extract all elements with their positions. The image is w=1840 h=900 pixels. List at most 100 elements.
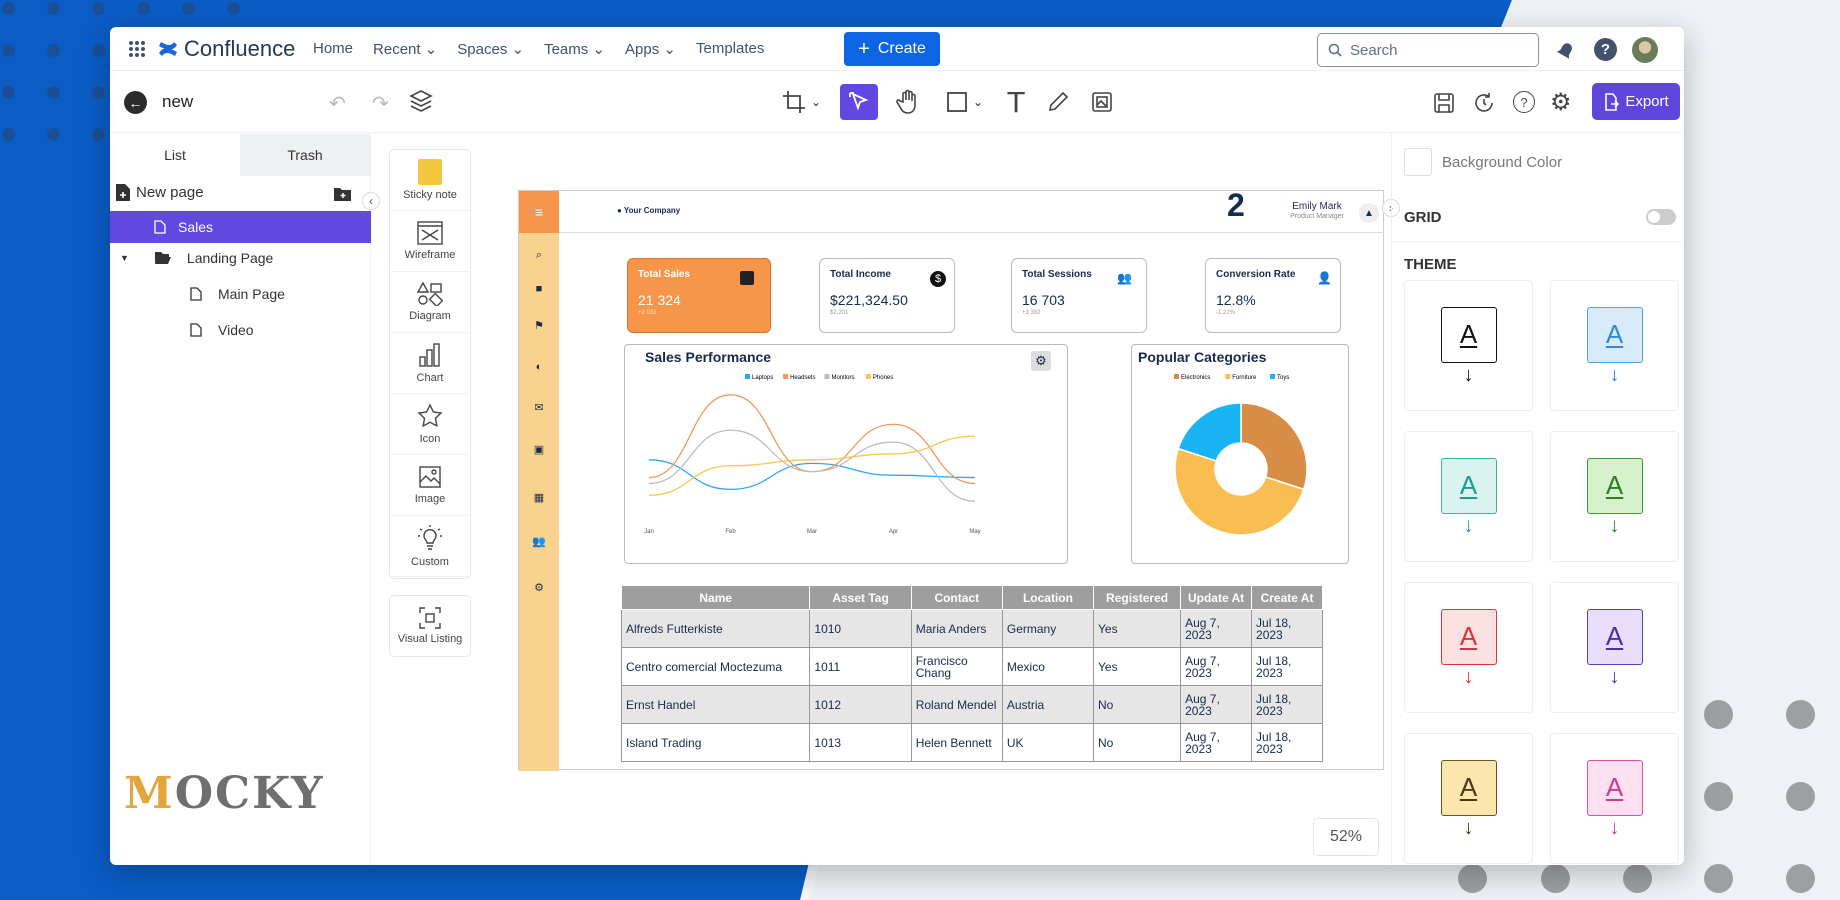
avatar[interactable] bbox=[1632, 37, 1658, 63]
table-cell: Aug 7, 2023 bbox=[1180, 609, 1253, 648]
arrow-down-icon: ↓ bbox=[1463, 514, 1474, 537]
nav-teams[interactable]: Teams ⌄ bbox=[544, 41, 606, 58]
nav-spaces[interactable]: Spaces ⌄ bbox=[457, 41, 525, 58]
nav-home[interactable]: Home bbox=[313, 40, 354, 57]
mock-search-icon[interactable]: ⌕ bbox=[535, 249, 543, 261]
decor-dot bbox=[1704, 700, 1733, 729]
new-folder-icon[interactable] bbox=[334, 187, 351, 201]
palette-visual-listing[interactable]: Visual Listing bbox=[390, 596, 470, 656]
series-line bbox=[648, 459, 976, 491]
create-button[interactable]: + Create bbox=[844, 32, 940, 66]
save-icon[interactable] bbox=[1432, 91, 1456, 115]
crop-tool[interactable]: ⌄ bbox=[773, 84, 829, 120]
arrow-down-icon: ↓ bbox=[1609, 363, 1620, 386]
export-button[interactable]: Export bbox=[1592, 83, 1680, 120]
tab-list[interactable]: List bbox=[110, 134, 240, 176]
mock-home-icon[interactable]: ■ bbox=[535, 283, 543, 295]
column-header[interactable]: Asset Tag bbox=[809, 585, 912, 610]
diagram-icon bbox=[417, 282, 443, 306]
mock-settings-icon[interactable]: ⚙ bbox=[534, 582, 544, 594]
tree-item-landing-page[interactable]: ▼ Landing Page bbox=[120, 250, 274, 266]
column-header[interactable]: Update At bbox=[1180, 585, 1253, 610]
collapse-panel-icon[interactable]: ‹ bbox=[362, 192, 380, 210]
page-title[interactable]: new bbox=[162, 92, 194, 111]
new-page-row[interactable]: New page bbox=[116, 184, 204, 201]
mock-flag-icon[interactable]: ⚑ bbox=[534, 320, 544, 332]
theme-option[interactable]: A ↓ bbox=[1404, 733, 1533, 864]
palette-icon[interactable]: Icon bbox=[390, 394, 470, 455]
media-tool[interactable] bbox=[1084, 84, 1120, 120]
tree-item-main-page[interactable]: Main Page bbox=[190, 286, 285, 302]
color-swatch[interactable] bbox=[1404, 148, 1432, 176]
nav-apps[interactable]: Apps ⌄ bbox=[625, 41, 676, 58]
grid-toggle[interactable] bbox=[1646, 209, 1676, 225]
select-tool[interactable] bbox=[840, 84, 878, 120]
zoom-level[interactable]: 52% bbox=[1313, 818, 1379, 856]
mock-calendar-icon[interactable]: ▦ bbox=[533, 492, 545, 504]
table-row[interactable]: Ernst Handel 1012 Roland Mendel Austria No Au… bbox=[620, 685, 1323, 724]
decor-dot bbox=[92, 2, 105, 15]
theme-option[interactable]: A ↓ bbox=[1550, 431, 1679, 562]
x-tick-label: Feb bbox=[725, 529, 736, 535]
confluence-logo-icon[interactable] bbox=[157, 39, 179, 59]
column-header[interactable]: Registered bbox=[1093, 585, 1182, 610]
column-header[interactable]: Name bbox=[620, 585, 811, 610]
chevron-down-icon: ⌄ bbox=[972, 95, 984, 109]
column-header[interactable]: Location bbox=[1001, 585, 1095, 610]
mock-avatar[interactable]: ▲ bbox=[1359, 203, 1379, 223]
table-body: Alfreds Futterkiste 1010 Maria Anders Germa… bbox=[620, 609, 1323, 762]
nav-templates[interactable]: Templates bbox=[695, 40, 765, 57]
palette-image[interactable]: Image bbox=[390, 455, 470, 516]
tab-trash[interactable]: Trash bbox=[240, 134, 370, 176]
palette-diagram[interactable]: Diagram bbox=[390, 272, 470, 333]
pan-tool[interactable] bbox=[890, 84, 926, 120]
decor-dot bbox=[1786, 782, 1815, 811]
mock-menu-button[interactable]: ≡ bbox=[519, 191, 559, 233]
notifications-icon[interactable] bbox=[1555, 39, 1577, 61]
column-header[interactable]: Contact bbox=[910, 585, 1003, 610]
mock-team-icon[interactable]: 👥 bbox=[532, 536, 546, 548]
table-row[interactable]: Centro comercial Moctezuma 1011 Francisco … bbox=[620, 647, 1323, 686]
table-row[interactable]: Alfreds Futterkiste 1010 Maria Anders Germa… bbox=[620, 609, 1323, 648]
app-name[interactable]: Confluence bbox=[184, 36, 296, 61]
redo-icon[interactable]: ↷ bbox=[372, 93, 389, 115]
canvas-artboard[interactable]: ≡ ⌕ ■ ⚑ ◐ ✉ ▣ ▦ 👥 ⚙ ● Your Company 2 Emily Mark … bbox=[518, 187, 1384, 771]
palette-custom[interactable]: Custom bbox=[390, 516, 470, 577]
draw-tool[interactable] bbox=[1040, 84, 1076, 120]
mock-notification-icon[interactable]: 2 bbox=[1227, 187, 1245, 223]
left-panel: List Trash New page Sales ▼ Landing Page… bbox=[110, 134, 380, 865]
theme-option[interactable]: A ↓ bbox=[1550, 280, 1679, 411]
nav-recent[interactable]: Recent ⌄ bbox=[373, 41, 438, 58]
history-icon[interactable] bbox=[1472, 91, 1496, 115]
table-row[interactable]: Island Trading 1013 Helen Bennett UK No Aug 7… bbox=[620, 723, 1323, 762]
undo-icon[interactable]: ↶ bbox=[329, 93, 346, 115]
layers-icon[interactable] bbox=[408, 88, 434, 114]
palette-wireframe[interactable]: Wireframe bbox=[390, 211, 470, 272]
theme-option[interactable]: A ↓ bbox=[1404, 582, 1533, 713]
shape-tool[interactable]: ⌄ bbox=[938, 84, 990, 120]
help-circle-icon[interactable]: ? bbox=[1513, 91, 1535, 113]
settings-icon[interactable]: ⚙ bbox=[1550, 89, 1572, 116]
palette-chart[interactable]: Chart bbox=[390, 333, 470, 394]
mock-pie-icon[interactable]: ◐ bbox=[535, 361, 543, 373]
theme-option[interactable]: A ↓ bbox=[1550, 582, 1679, 713]
tree-item-video[interactable]: Video bbox=[190, 322, 254, 338]
background-color-row[interactable]: Background Color bbox=[1404, 148, 1562, 176]
palette-sticky-note[interactable]: Sticky note bbox=[390, 150, 470, 211]
mock-gallery-icon[interactable]: ▣ bbox=[533, 444, 545, 456]
theme-option[interactable]: A ↓ bbox=[1404, 431, 1533, 562]
mock-mail-icon[interactable]: ✉ bbox=[534, 402, 544, 414]
help-icon[interactable]: ? bbox=[1594, 38, 1617, 61]
text-tool[interactable]: T bbox=[998, 84, 1034, 120]
column-header[interactable]: Create At bbox=[1251, 585, 1323, 610]
theme-option[interactable]: A ↓ bbox=[1550, 733, 1679, 864]
decor-dot bbox=[137, 2, 150, 15]
search-input[interactable]: Search bbox=[1317, 33, 1539, 67]
app-switcher-icon[interactable] bbox=[128, 40, 146, 58]
table-cell: Mexico bbox=[1001, 647, 1095, 686]
back-icon[interactable]: ← bbox=[124, 91, 147, 114]
theme-option[interactable]: A ↓ bbox=[1404, 280, 1533, 411]
tree-item-sales[interactable]: Sales bbox=[110, 211, 371, 243]
user-voice-icon: 👤 bbox=[1317, 271, 1332, 285]
chart-settings-icon[interactable]: ⚙ bbox=[1031, 351, 1051, 371]
